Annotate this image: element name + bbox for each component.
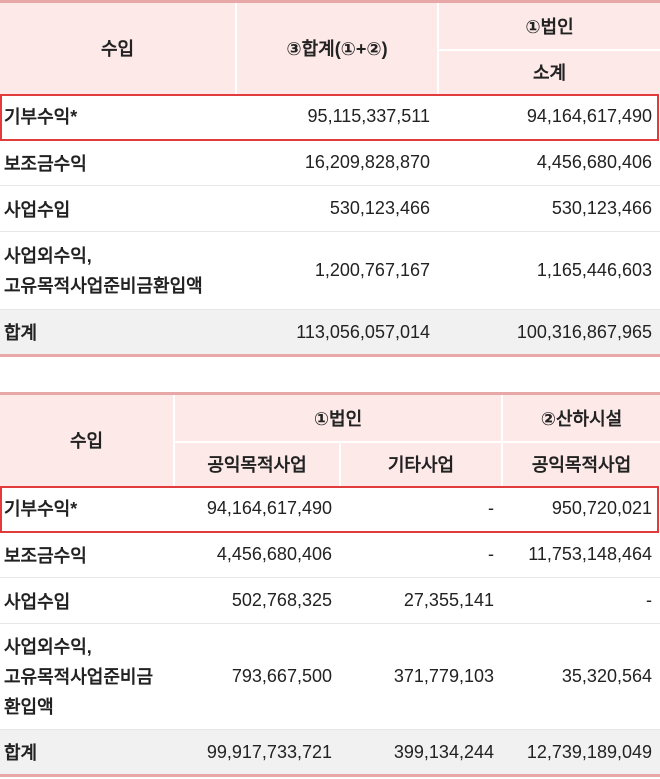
header-other-business: 기타사업 xyxy=(339,441,502,486)
row-subtotal: 1,165,446,603 xyxy=(536,260,652,280)
row-other-business: 371,779,103 xyxy=(393,666,494,686)
row-other-business: - xyxy=(488,544,494,564)
header-affiliated-facilities: ②산하시설 xyxy=(501,392,660,443)
total-label: 합계 xyxy=(0,729,174,777)
row-facility: 11,753,148,464 xyxy=(528,544,652,564)
row-facility: - xyxy=(646,590,652,610)
row-subtotal: 4,456,680,406 xyxy=(536,152,652,172)
income-summary-table: 수입 ③합계(①+②) ①법인 소계 기부수익* 95,115,337,511 … xyxy=(0,0,660,357)
row-label: 기부수익* xyxy=(4,107,78,128)
total-public-purpose: 99,917,733,721 xyxy=(174,729,340,777)
header-corporation: ①법인 xyxy=(437,0,660,51)
row-total: 1,200,767,167 xyxy=(314,260,430,280)
table-row: 사업수입 530,123,466 530,123,466 xyxy=(0,186,660,232)
total-label: 합계 xyxy=(0,309,236,357)
row-label: 기부수익* xyxy=(4,499,78,520)
row-label: 사업수입 xyxy=(4,199,71,220)
total-other-business: 399,134,244 xyxy=(340,729,502,777)
header-corporation: ①법인 xyxy=(173,392,502,443)
table-row: 사업수입 502,768,325 27,355,141 - xyxy=(0,578,660,624)
row-facility: 950,720,021 xyxy=(551,497,652,518)
total-row: 합계 113,056,057,014 100,316,867,965 xyxy=(0,309,660,357)
row-label-line: 고유목적사업준비금 xyxy=(4,666,154,687)
table-row: 보조금수익 16,209,828,870 4,456,680,406 xyxy=(0,140,660,186)
header-total-sum: ③합계(①+②) xyxy=(235,0,438,94)
income-breakdown-table: 수입 ①법인 ②산하시설 공익목적사업 기타사업 공익목적사업 기부수익* 94… xyxy=(0,392,660,777)
header-public-purpose-facility: 공익목적사업 xyxy=(501,441,660,486)
row-total: 530,123,466 xyxy=(329,198,430,218)
row-label: 보조금수익 xyxy=(4,545,87,566)
table-row: 기부수익* 94,164,617,490 - 950,720,021 xyxy=(0,486,660,532)
row-label: 사업외수익, 고유목적사업준비금 환입액 xyxy=(0,624,174,730)
table-row: 보조금수익 4,456,680,406 - 11,753,148,464 xyxy=(0,532,660,578)
row-other-business: - xyxy=(488,497,494,518)
row-label-line: 사업외수익, xyxy=(4,636,92,657)
row-subtotal: 530,123,466 xyxy=(551,198,652,218)
row-total: 95,115,337,511 xyxy=(307,105,430,126)
row-label: 사업수입 xyxy=(4,591,71,612)
table-row: 사업외수익, 고유목적사업준비금환입액 1,200,767,167 1,165,… xyxy=(0,232,660,310)
table-row: 기부수익* 95,115,337,511 94,164,617,490 xyxy=(0,94,660,140)
row-label: 사업외수익, 고유목적사업준비금환입액 xyxy=(0,232,236,310)
row-public-purpose: 4,456,680,406 xyxy=(216,544,332,564)
total-subtotal: 100,316,867,965 xyxy=(438,309,660,357)
row-public-purpose: 94,164,617,490 xyxy=(206,497,332,518)
row-label-line: 고유목적사업준비금환입액 xyxy=(4,275,203,296)
header-subtotal: 소계 xyxy=(437,49,660,94)
row-public-purpose: 793,667,500 xyxy=(231,666,332,686)
header-income: 수입 xyxy=(0,392,174,486)
row-label-line: 사업외수익, xyxy=(4,245,92,266)
row-label: 보조금수익 xyxy=(4,153,87,174)
row-public-purpose: 502,768,325 xyxy=(231,590,332,610)
total-facility: 12,739,189,049 xyxy=(502,729,660,777)
row-facility: 35,320,564 xyxy=(561,666,652,686)
header-income: 수입 xyxy=(0,0,236,94)
row-label-line: 환입액 xyxy=(4,696,54,717)
row-total: 16,209,828,870 xyxy=(304,152,430,172)
total-row: 합계 99,917,733,721 399,134,244 12,739,189… xyxy=(0,729,660,777)
table-row: 사업외수익, 고유목적사업준비금 환입액 793,667,500 371,779… xyxy=(0,624,660,730)
row-subtotal: 94,164,617,490 xyxy=(526,105,652,126)
total-sum: 113,056,057,014 xyxy=(236,309,438,357)
row-other-business: 27,355,141 xyxy=(403,590,494,610)
header-public-purpose: 공익목적사업 xyxy=(173,441,340,486)
